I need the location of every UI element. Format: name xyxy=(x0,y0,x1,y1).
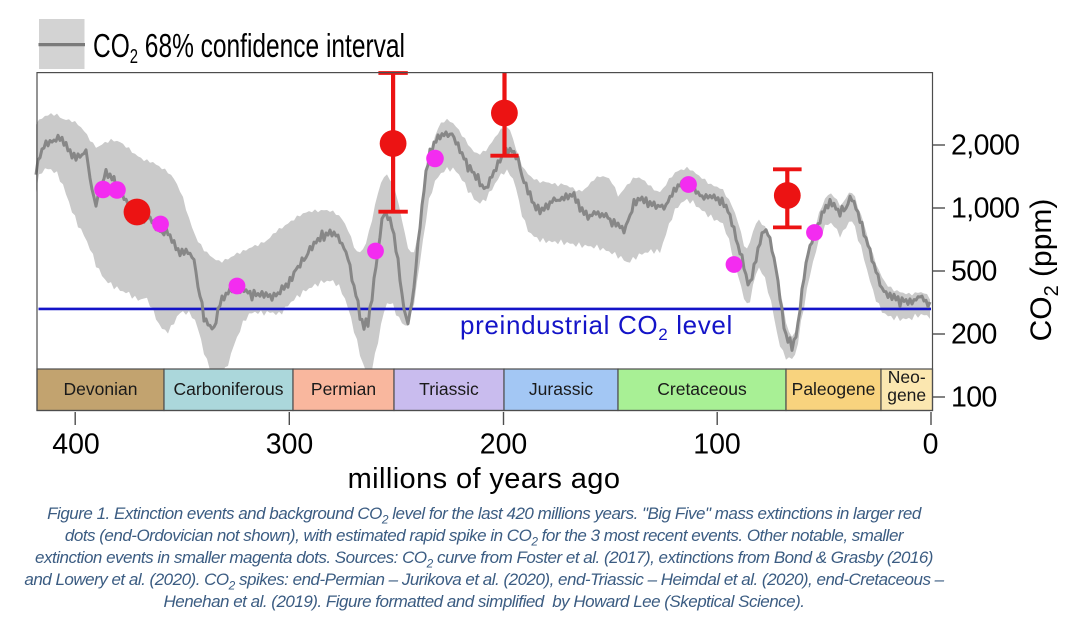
svg-text:200: 200 xyxy=(480,429,528,461)
svg-text:CO2 (ppm): CO2 (ppm) xyxy=(1025,199,1063,342)
svg-text:preindustrial CO2 level: preindustrial CO2 level xyxy=(460,310,733,344)
svg-text:1,000: 1,000 xyxy=(951,193,1019,225)
svg-text:400: 400 xyxy=(52,429,100,461)
svg-text:500: 500 xyxy=(951,256,997,288)
svg-text:Jurassic: Jurassic xyxy=(529,379,593,399)
svg-text:0: 0 xyxy=(923,429,939,461)
svg-text:millions of years ago: millions of years ago xyxy=(348,463,621,495)
svg-text:300: 300 xyxy=(266,429,314,461)
svg-text:Cretaceous: Cretaceous xyxy=(657,379,747,399)
svg-text:Permian: Permian xyxy=(311,379,376,399)
svg-text:gene: gene xyxy=(887,385,926,405)
svg-text:Triassic: Triassic xyxy=(419,379,479,399)
svg-text:100: 100 xyxy=(951,382,997,414)
svg-text:Neo-: Neo- xyxy=(888,367,926,387)
svg-text:100: 100 xyxy=(693,429,741,461)
svg-text:Paleogene: Paleogene xyxy=(792,379,876,399)
svg-text:Devonian: Devonian xyxy=(64,379,138,399)
svg-text:Carboniferous: Carboniferous xyxy=(174,379,284,399)
svg-text:200: 200 xyxy=(951,319,997,351)
svg-text:CO2 68% confidence interval: CO2 68% confidence interval xyxy=(93,27,405,68)
svg-text:2,000: 2,000 xyxy=(951,130,1019,162)
